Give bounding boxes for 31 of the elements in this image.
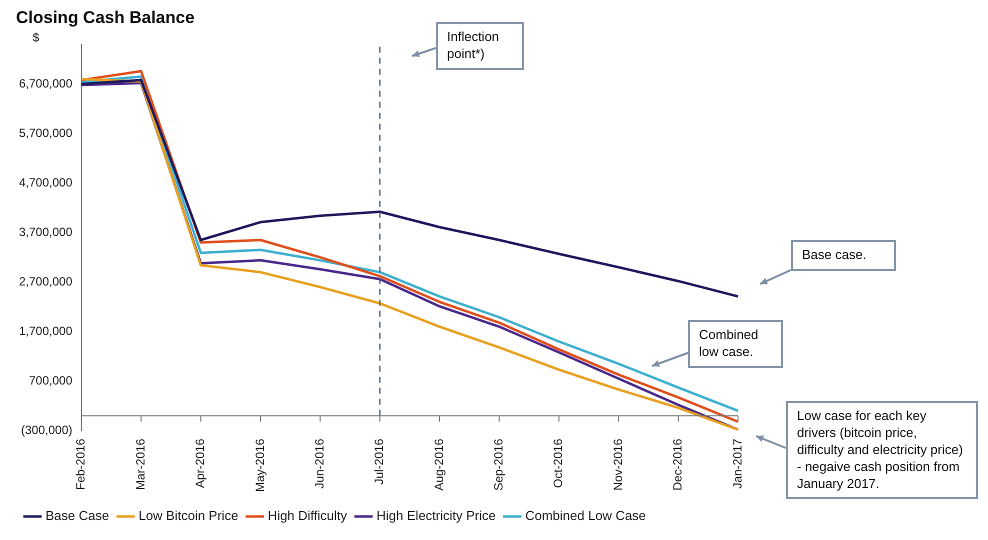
legend-label: High Electricity Price xyxy=(376,508,496,524)
x-tick-label: Nov-2016 xyxy=(610,438,625,491)
x-tick-label: Aug-2016 xyxy=(432,438,446,491)
x-tick-label: Mar-2016 xyxy=(133,438,148,490)
y-tick-label: 4,700,000 xyxy=(18,175,73,190)
y-tick-label: 6,700,000 xyxy=(18,76,73,90)
x-tick-label: Sep-2016 xyxy=(492,438,506,491)
legend-label: Combined Low Case xyxy=(525,508,646,524)
y-tick-label: 700,000 xyxy=(28,373,73,388)
annotation: Inflection point*) xyxy=(436,22,524,70)
x-tick-label: Jun-2016 xyxy=(312,438,326,489)
x-tick-label: Apr-2016 xyxy=(193,438,208,488)
y-tick-label: 5,700,000 xyxy=(18,126,73,140)
y-tick-label: 2,700,000 xyxy=(18,274,73,288)
x-tick-label: Jan-2017 xyxy=(730,438,744,489)
legend-label: Low Bitcoin Price xyxy=(138,508,238,524)
y-tick-label: (300,000) xyxy=(21,422,72,437)
x-tick-label: Feb-2016 xyxy=(74,438,88,490)
text: Low case for each key drivers (bitcoin price, difficulty and electricity price) - negaive cash position from January 2017. xyxy=(786,401,978,500)
x-tick-label: Dec-2016 xyxy=(670,438,685,491)
legend-label: Base Case xyxy=(46,508,110,524)
text: Base case. xyxy=(791,240,896,271)
x-tick-label: Jul-2016 xyxy=(372,438,386,485)
y-tick-label: 1,700,000 xyxy=(18,324,73,338)
chart-title: Closing Cash Balance xyxy=(16,8,195,27)
legend-label: High Difficulty xyxy=(268,508,348,524)
y-tick-label: 3,700,000 xyxy=(18,224,73,239)
x-tick-label: Oct-2016 xyxy=(551,438,566,488)
y-axis-title: $ xyxy=(32,30,40,45)
annotation: Combined low case. xyxy=(688,320,783,368)
x-tick-label: May-2016 xyxy=(252,438,267,492)
